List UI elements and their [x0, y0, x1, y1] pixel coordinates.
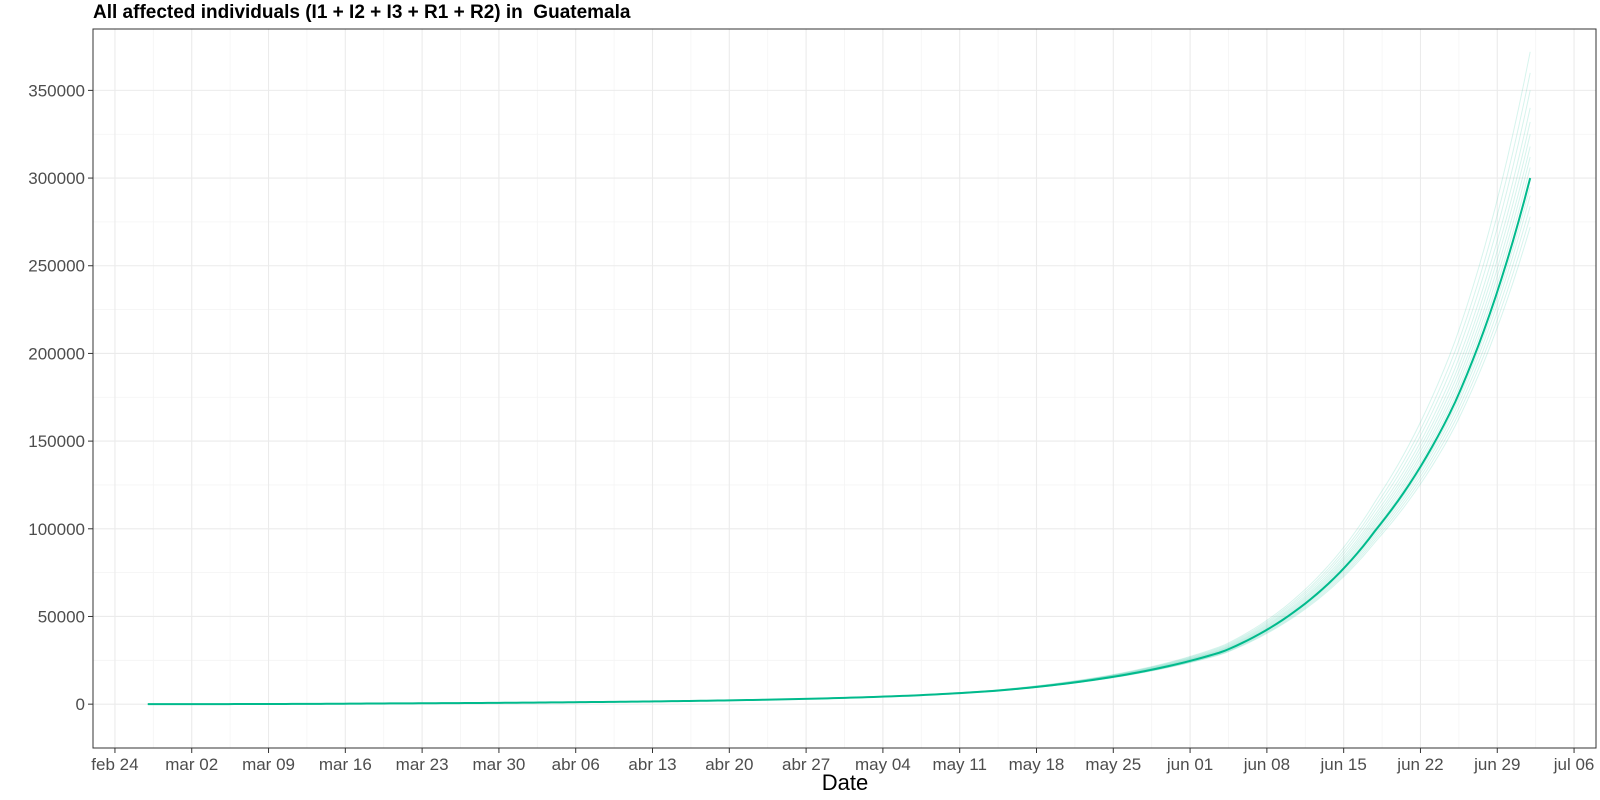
- grid-major: [93, 29, 1596, 748]
- x-tick-label: may 04: [855, 755, 911, 774]
- y-tick-label: 0: [76, 695, 85, 714]
- x-tick-label: mar 23: [396, 755, 449, 774]
- grid-minor: [93, 29, 1596, 748]
- x-tick-label: jun 01: [1166, 755, 1213, 774]
- y-tick-label: 50000: [38, 607, 85, 626]
- x-tick-label: mar 16: [319, 755, 372, 774]
- y-tick-label: 150000: [28, 432, 85, 451]
- chart-title: All affected individuals (I1 + I2 + I3 +…: [93, 2, 631, 23]
- main-series-line: [147, 177, 1532, 706]
- y-tick-label: 100000: [28, 520, 85, 539]
- main-line-group: [147, 177, 1532, 706]
- x-tick-label: feb 24: [91, 755, 138, 774]
- y-tick-label: 250000: [28, 257, 85, 276]
- x-tick-label: abr 06: [552, 755, 600, 774]
- x-tick-label: jun 15: [1320, 755, 1367, 774]
- x-tick-label: may 25: [1085, 755, 1141, 774]
- x-axis: feb 24 mar 02 mar 09 mar 16 mar 23 mar 30 abr …: [91, 748, 1594, 774]
- x-tick-label: mar 30: [472, 755, 525, 774]
- y-tick-label: 200000: [28, 344, 85, 363]
- y-tick-label: 300000: [28, 169, 85, 188]
- x-tick-label: abr 13: [628, 755, 676, 774]
- x-tick-label: jul 06: [1553, 755, 1595, 774]
- x-tick-label: jun 08: [1243, 755, 1290, 774]
- x-tick-label: abr 20: [705, 755, 753, 774]
- x-tick-label: may 18: [1009, 755, 1065, 774]
- x-tick-label: abr 27: [782, 755, 830, 774]
- x-tick-label: may 11: [932, 755, 987, 774]
- x-tick-label: mar 09: [242, 755, 295, 774]
- x-tick-label: jun 29: [1473, 755, 1520, 774]
- x-tick-label: jun 22: [1396, 755, 1443, 774]
- x-axis-label: Date: [821, 770, 869, 795]
- y-axis: 0 50000 100000 150000 200000 250000 300000 3500…: [28, 81, 93, 714]
- x-tick-label: mar 02: [165, 755, 218, 774]
- plot-border: [92, 28, 1597, 749]
- y-tick-label: 350000: [28, 81, 85, 100]
